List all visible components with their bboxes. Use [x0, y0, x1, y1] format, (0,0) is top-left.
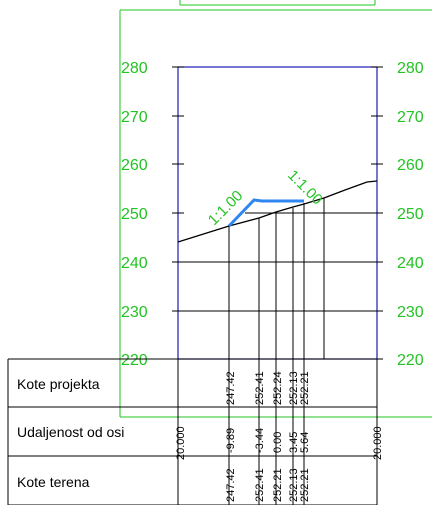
elevation-label: 250: [397, 206, 424, 223]
vertical-station-lines: [177, 198, 378, 505]
elevation-label: 230: [121, 304, 148, 321]
project-elevation: 252.24: [272, 371, 284, 405]
terrain-elevation: 252.21: [299, 468, 311, 502]
project-elevation: 252.21: [299, 371, 311, 405]
project-elevation: 247.42: [225, 371, 237, 405]
horizontal-grid: [178, 212, 377, 360]
elevation-label: 230: [397, 304, 424, 321]
elevation-label: 220: [121, 352, 148, 369]
elevation-label: 280: [397, 60, 424, 77]
terrain-elevation: 252.21: [272, 468, 284, 502]
row-label-project: Kote projekta: [17, 376, 100, 392]
terrain-elevation: 252.13: [288, 468, 300, 502]
terrain-elevation: 247.42: [225, 468, 237, 502]
elevation-label: 270: [121, 109, 148, 126]
edge-value-left: 20.000: [175, 426, 187, 460]
elevation-label: 220: [397, 352, 424, 369]
terrain-line: [177, 180, 378, 243]
project-elevation: 252.13: [288, 371, 300, 405]
row-label-offset: Udaljenost od osi: [17, 424, 124, 440]
offset-value: -3.44: [254, 428, 266, 453]
offset-value: 3.45: [288, 432, 300, 453]
elevation-axis-left: 280 270 260 250 240 230 220: [121, 60, 184, 369]
offset-value: -9.89: [225, 428, 237, 453]
design-line: [227, 198, 304, 228]
offset-value: 0.00: [272, 432, 284, 453]
terrain-elevation: 252.41: [254, 468, 266, 502]
data-table: Kote projekta Udaljenost od osi Kote ter…: [7, 358, 384, 505]
edge-value-right: 20.000: [372, 426, 384, 460]
elevation-label: 260: [121, 157, 148, 174]
elevation-label: 240: [397, 255, 424, 272]
project-elevation: 252.41: [254, 371, 266, 405]
elevation-label: 270: [397, 109, 424, 126]
elevation-label: 260: [397, 157, 424, 174]
row-label-terrain: Kote terena: [17, 474, 90, 490]
offset-value: 5.64: [299, 432, 311, 453]
elevation-label: 280: [121, 60, 148, 77]
elevation-axis-right: 280 270 260 250 240 230 220: [371, 60, 424, 369]
elevation-label: 250: [121, 206, 148, 223]
elevation-label: 240: [121, 255, 148, 272]
